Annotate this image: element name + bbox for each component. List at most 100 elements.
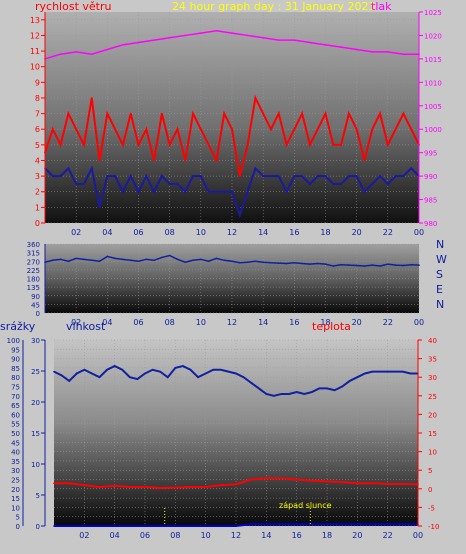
- data-point: [295, 478, 298, 481]
- data-point: [262, 261, 264, 264]
- temperature-tick-label: 20: [428, 411, 437, 419]
- data-point: [153, 190, 155, 193]
- data-point: [301, 175, 303, 177]
- y-tick-label: 1: [35, 203, 40, 212]
- data-point: [285, 190, 288, 193]
- data-point: [293, 175, 296, 177]
- x-tick-label: 18: [322, 531, 332, 540]
- data-point: [238, 261, 241, 264]
- data-point: [59, 175, 62, 177]
- data-point: [402, 112, 405, 115]
- data-point: [348, 112, 350, 115]
- data-point: [280, 477, 283, 480]
- data-point: [285, 144, 288, 146]
- data-point: [129, 175, 132, 177]
- rain-tick-label: 85: [11, 365, 20, 373]
- data-point: [113, 525, 116, 527]
- data-point: [326, 523, 328, 525]
- data-point: [161, 175, 163, 177]
- data-point: [137, 144, 140, 146]
- data-point: [371, 370, 374, 373]
- direction-letter: W: [436, 253, 447, 266]
- data-point: [137, 41, 140, 44]
- data-point: [168, 254, 171, 257]
- data-point: [277, 112, 280, 115]
- data-point: [242, 376, 245, 379]
- data-point: [60, 374, 63, 377]
- data-point: [204, 486, 207, 488]
- y-tick-label: 5: [35, 141, 40, 150]
- data-point: [265, 393, 268, 395]
- y-right-tick-label: 1005: [424, 103, 442, 111]
- data-point: [285, 262, 288, 265]
- data-point: [309, 144, 311, 146]
- data-point: [59, 53, 62, 55]
- x-tick-label: 00: [414, 318, 424, 327]
- data-point: [106, 112, 109, 115]
- data-point: [250, 381, 252, 384]
- humidity-tick-label: 25: [31, 368, 40, 376]
- x-tick-label: 20: [352, 228, 362, 237]
- data-point: [246, 261, 249, 264]
- data-point: [303, 393, 306, 395]
- data-point: [340, 183, 342, 185]
- data-point: [295, 391, 298, 393]
- temperature-tick-label: 30: [428, 374, 437, 382]
- y-right-tick-label: 990: [424, 173, 437, 181]
- data-point: [355, 48, 358, 51]
- rain-tick-label: 30: [11, 467, 20, 475]
- data-point: [235, 483, 237, 486]
- data-point: [288, 393, 290, 395]
- y-tick-label: 4: [35, 156, 40, 165]
- data-point: [220, 484, 222, 486]
- data-point: [246, 144, 249, 146]
- data-point: [235, 372, 237, 375]
- data-point: [184, 159, 187, 162]
- data-point: [371, 264, 374, 266]
- data-point: [212, 368, 215, 371]
- data-point: [371, 482, 374, 485]
- data-point: [153, 259, 155, 262]
- data-point: [184, 190, 187, 193]
- data-point: [67, 112, 70, 115]
- data-point: [176, 128, 179, 131]
- data-point: [262, 36, 264, 39]
- data-point: [106, 48, 109, 51]
- data-point: [293, 261, 296, 264]
- x-tick-label: 00: [414, 228, 424, 237]
- x-tick-label: 18: [320, 318, 330, 327]
- data-point: [129, 376, 131, 379]
- rain-tick-label: 50: [11, 430, 20, 438]
- y-tick-label: 6: [35, 125, 40, 134]
- data-point: [402, 483, 404, 485]
- humidity-tick-label: 0: [36, 523, 40, 531]
- data-point: [215, 29, 218, 32]
- rain-tick-label: 5: [16, 514, 20, 522]
- data-point: [75, 51, 77, 53]
- y-right-tick-label: 980: [424, 220, 437, 228]
- x-tick-label: 20: [352, 318, 362, 327]
- x-tick-label: 20: [352, 531, 362, 540]
- rain-tick-label: 35: [11, 458, 20, 466]
- temperature-tick-label: 40: [428, 337, 437, 345]
- data-point: [394, 264, 397, 266]
- data-point: [410, 263, 413, 266]
- data-point: [409, 372, 412, 375]
- data-point: [270, 175, 272, 177]
- data-point: [114, 175, 116, 177]
- data-point: [220, 368, 222, 371]
- series-line-rain: [54, 523, 418, 527]
- y-right-tick-label: 1025: [424, 9, 442, 17]
- data-point: [75, 257, 77, 260]
- data-point: [90, 259, 93, 262]
- data-point: [379, 265, 381, 267]
- data-point: [250, 478, 252, 481]
- y-tick-label: 11: [30, 47, 40, 56]
- x-tick-label: 00: [413, 531, 423, 540]
- data-point: [386, 523, 389, 525]
- data-point: [98, 260, 101, 263]
- data-point: [168, 183, 171, 185]
- rain-tick-label: 65: [11, 402, 20, 410]
